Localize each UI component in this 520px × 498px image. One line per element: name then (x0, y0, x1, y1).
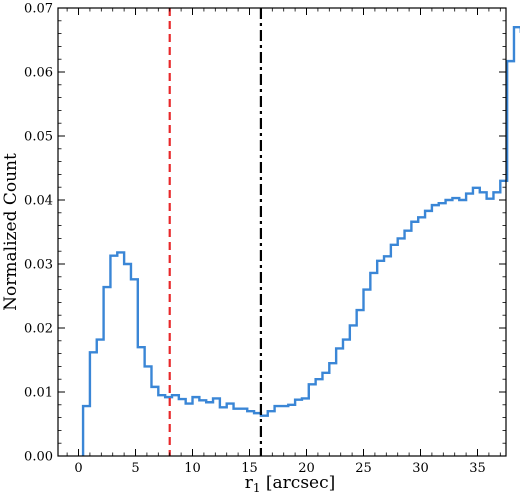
histogram-series-0 (81, 26, 520, 456)
y-tick-label: 0.01 (24, 386, 53, 401)
x-axis-label: r1 [arcsec] (245, 473, 336, 495)
x-tick-label: 10 (184, 461, 201, 476)
y-tick-label: 0.03 (24, 258, 53, 273)
x-axis-label-unit: [arcsec] (261, 473, 336, 493)
y-tick-label: 0.07 (24, 2, 53, 17)
x-tick-label: 20 (298, 461, 315, 476)
tick-labels: 0 5 10 15 20 25 30 35 0.00 0.01 0.02 0.03 0.04 0.05 0.… (24, 2, 486, 477)
x-tick-label: 30 (412, 461, 429, 476)
plot-area (81, 8, 520, 456)
axis-ticks (58, 7, 506, 457)
x-tick-label: 0 (74, 461, 82, 476)
y-axis-label: Normalized Count (1, 153, 21, 311)
x-tick-label: 15 (241, 461, 258, 476)
x-axis-label-subscript: 1 (253, 481, 261, 495)
x-tick-label: 25 (355, 461, 372, 476)
y-tick-label: 0.00 (24, 450, 53, 465)
y-tick-label: 0.02 (24, 322, 53, 337)
x-tick-label: 35 (469, 461, 486, 476)
x-tick-label: 5 (131, 461, 139, 476)
y-tick-label: 0.05 (24, 130, 53, 145)
y-tick-label: 0.06 (24, 66, 53, 81)
y-tick-label: 0.04 (24, 194, 53, 209)
x-axis-label-main: r (245, 473, 254, 493)
plot-frame (57, 7, 507, 457)
